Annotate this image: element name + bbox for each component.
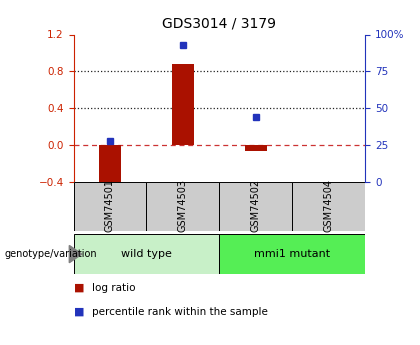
- Text: GSM74502: GSM74502: [251, 179, 261, 232]
- Bar: [147, 182, 220, 231]
- Bar: [220, 182, 292, 231]
- Text: percentile rank within the sample: percentile rank within the sample: [92, 307, 268, 317]
- Bar: [99, 145, 121, 187]
- Bar: [245, 145, 267, 151]
- Text: GSM74501: GSM74501: [105, 179, 115, 232]
- Text: wild type: wild type: [121, 249, 172, 259]
- Bar: [172, 64, 194, 145]
- Bar: [74, 182, 147, 231]
- Text: ■: ■: [74, 307, 84, 317]
- Text: mmi1 mutant: mmi1 mutant: [255, 249, 331, 259]
- Polygon shape: [69, 246, 82, 263]
- Bar: [74, 235, 220, 274]
- Bar: [292, 182, 365, 231]
- Bar: [220, 235, 365, 274]
- Text: ■: ■: [74, 283, 84, 293]
- Text: GSM74504: GSM74504: [324, 179, 334, 232]
- Title: GDS3014 / 3179: GDS3014 / 3179: [163, 17, 276, 31]
- Text: log ratio: log ratio: [92, 283, 136, 293]
- Text: genotype/variation: genotype/variation: [4, 249, 97, 259]
- Text: GSM74503: GSM74503: [178, 179, 188, 232]
